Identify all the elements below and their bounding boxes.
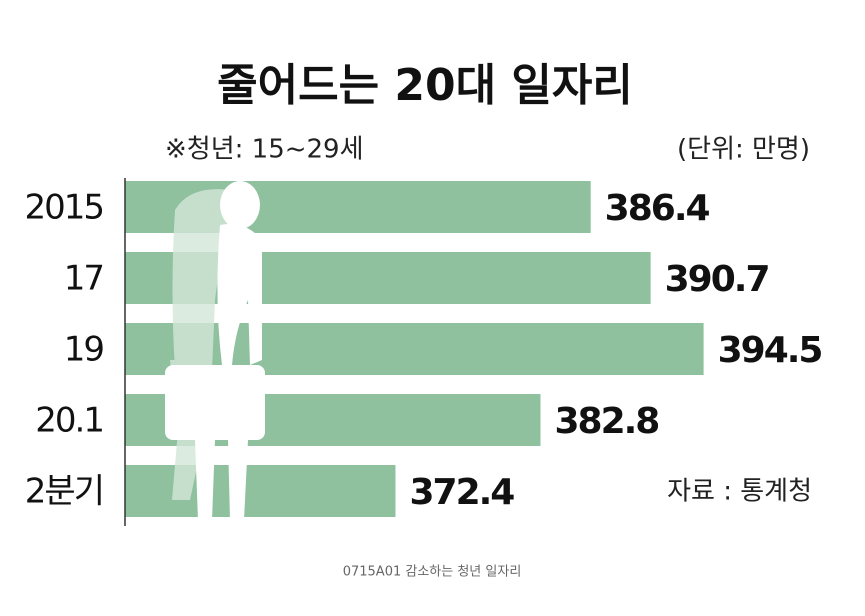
chart-title: 줄어드는 20대 일자리 xyxy=(217,60,633,111)
value-label: 382.8 xyxy=(554,401,658,442)
value-label: 390.7 xyxy=(665,259,769,300)
subtitle: ※청년: 15~29세 xyxy=(165,135,364,165)
bar xyxy=(125,465,396,517)
unit-label: (단위: 만명) xyxy=(677,135,810,165)
value-label: 372.4 xyxy=(409,472,514,513)
labels: 2015 386.4 17 390.7 19 394.5 20.1 382.8 2분기 372.4 xyxy=(24,188,823,514)
caption: 0715A01 감소하는 청년 일자리 xyxy=(343,565,522,580)
silhouette xyxy=(165,181,265,520)
value-label: 394.5 xyxy=(718,330,822,371)
y-tick-label: 2015 xyxy=(24,188,103,228)
plot-area xyxy=(125,181,704,517)
y-tick-label: 19 xyxy=(64,330,104,370)
source: 자료 : 통계청 xyxy=(667,477,812,507)
y-tick-label: 17 xyxy=(64,259,103,299)
y-tick-label: 2분기 xyxy=(25,472,103,512)
y-tick-label: 20.1 xyxy=(35,401,103,441)
value-label: 386.4 xyxy=(605,188,710,229)
